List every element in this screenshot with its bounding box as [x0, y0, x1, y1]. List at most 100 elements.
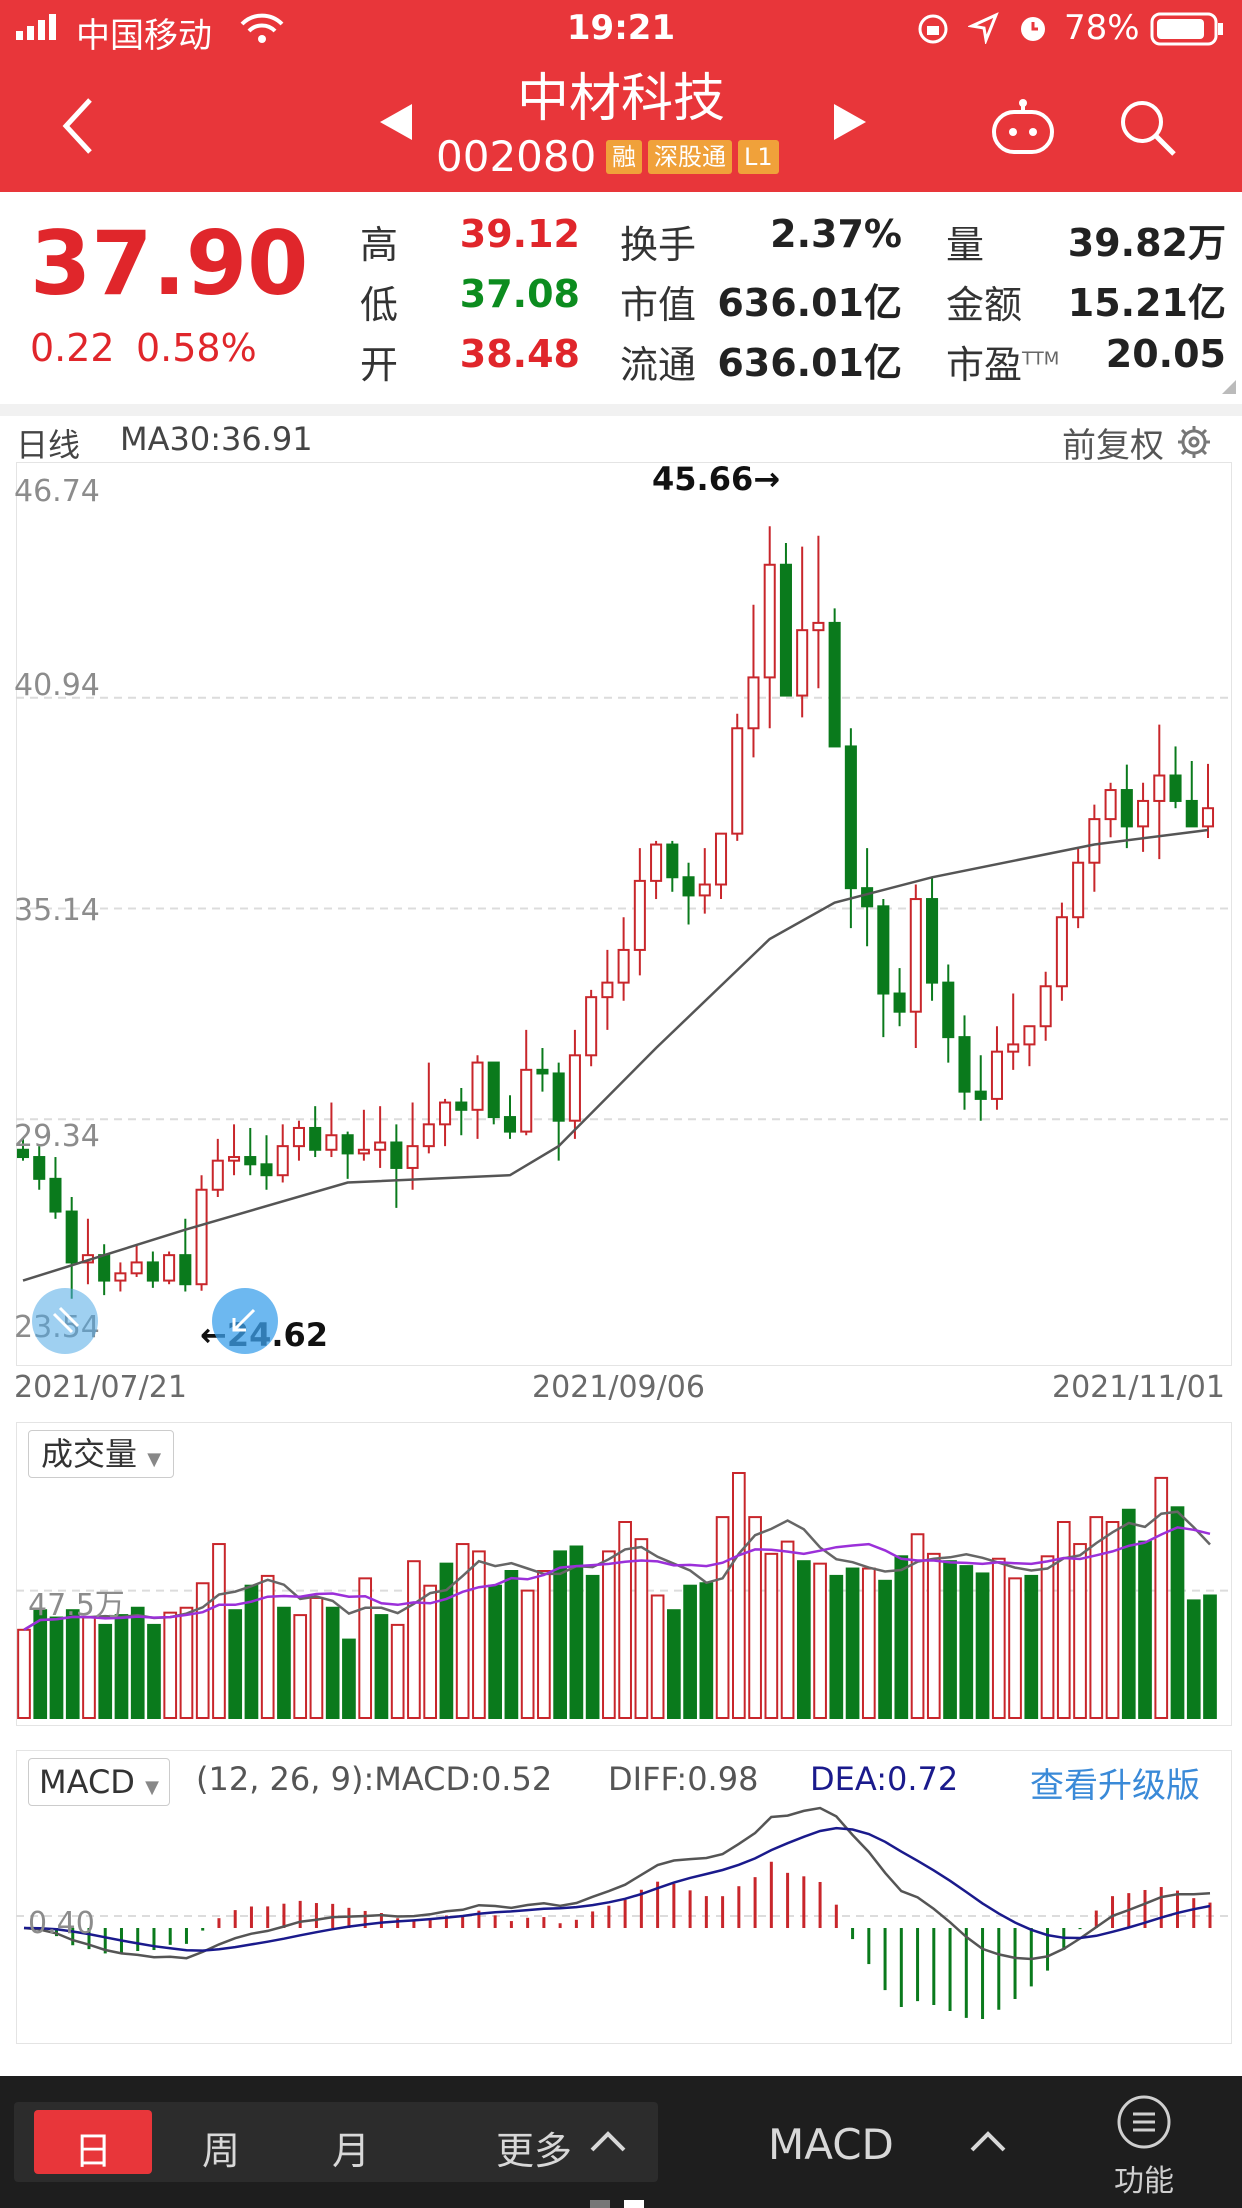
candle-body [601, 981, 614, 999]
candle [909, 884, 922, 1049]
mktcap-label: 市值 [620, 283, 697, 327]
candle-body [682, 876, 695, 897]
tab-month[interactable]: 月 [332, 2129, 371, 2173]
macd-ref-label: 0.40 [28, 1906, 95, 1941]
candle-body [260, 1163, 273, 1177]
candle-body [390, 1141, 403, 1169]
candle-body [1055, 916, 1068, 988]
candle [1201, 763, 1215, 839]
chevron-up-icon[interactable] [968, 2128, 1008, 2158]
last-price: 37.90 [30, 212, 309, 315]
settings-gear-icon[interactable] [1176, 424, 1212, 464]
candle [779, 542, 792, 697]
search-icon[interactable] [1118, 98, 1178, 162]
volume-bar [423, 1584, 438, 1719]
candle-body [763, 563, 776, 679]
macd-panel [16, 1750, 1232, 2044]
candle-body [796, 629, 809, 697]
candle [309, 1106, 322, 1158]
candle-body [1201, 807, 1215, 828]
function-label[interactable]: 功能 [1114, 2164, 1174, 2199]
volume-bar [845, 1567, 860, 1719]
candle [666, 840, 679, 892]
collapse-float-button[interactable] [32, 1288, 98, 1354]
top-header: 中国移动 19:21 78% 中材科技 00208 [0, 0, 1242, 192]
volume-bar [1089, 1516, 1104, 1719]
float-label: 流通 [620, 343, 697, 387]
macd-diff: DIFF:0.98 [608, 1760, 759, 1798]
float-value: 636.01亿 [717, 341, 902, 385]
tag-margin: 融 [606, 140, 642, 174]
volume-selector[interactable]: 成交量 ▼ [28, 1430, 175, 1478]
volume-bar [65, 1609, 80, 1719]
candle-body [877, 905, 890, 995]
candle [844, 728, 857, 929]
candle-body [1169, 774, 1182, 802]
location-icon [966, 12, 1000, 48]
volume-bar [732, 1472, 746, 1719]
volume-bar [975, 1572, 990, 1719]
stock-tags: 融深股通 L1 [606, 140, 785, 174]
max-price-marker: 45.66→ [652, 460, 781, 498]
prev-stock-icon[interactable] [376, 102, 416, 146]
volume-bar [244, 1584, 259, 1719]
volume-bar [780, 1540, 795, 1719]
candle-body [1185, 799, 1198, 828]
candle [1007, 993, 1020, 1070]
kline-panel[interactable] [16, 462, 1232, 1366]
pe-label-text: 市盈 [946, 343, 1023, 387]
volume-bar [407, 1560, 421, 1719]
expand-float-button[interactable] [212, 1288, 278, 1354]
candle-body [1023, 1025, 1036, 1046]
candle [244, 1127, 257, 1176]
more-button[interactable]: 更多 [496, 2129, 573, 2173]
y-tick-2: 40.94 [14, 668, 100, 703]
volume-bar [910, 1533, 925, 1719]
tab-week[interactable]: 周 [202, 2129, 241, 2173]
open-label: 开 [360, 343, 399, 387]
macd-chart[interactable] [16, 1750, 1230, 2042]
candlestick-chart[interactable] [16, 462, 1230, 1364]
volume-bar [683, 1584, 697, 1719]
back-icon[interactable] [58, 96, 98, 160]
volume-bar [1138, 1540, 1152, 1719]
adjust-label[interactable]: 前复权 [1062, 426, 1164, 466]
volume-bar [455, 1543, 470, 1719]
pe-ttm-sup: TTM [1022, 348, 1060, 370]
volume-bar [699, 1582, 714, 1719]
candle-body [650, 843, 663, 882]
quote-panel: 37.90 0.22 0.58% 高 39.12 低 37.08 开 38.48… [0, 192, 1242, 406]
volume-bar [1203, 1594, 1217, 1719]
candle-body [1088, 818, 1101, 864]
volume-bar [829, 1574, 844, 1719]
candle [747, 604, 760, 758]
candle-body [487, 1061, 500, 1119]
volume-bar [1024, 1574, 1039, 1719]
volume-bar [374, 1614, 389, 1720]
candle [357, 1109, 370, 1161]
candle-body [1007, 1043, 1020, 1053]
candle-body [893, 992, 906, 1013]
expand-corner-icon[interactable] [1222, 380, 1236, 394]
volume-bar [634, 1538, 649, 1720]
volume-bar [472, 1550, 486, 1719]
candle-body [568, 1054, 581, 1122]
volume-bar [667, 1609, 681, 1719]
upgrade-link[interactable]: 查看升级版 [1030, 1766, 1200, 1806]
ma30-label: MA30:36.91 [120, 420, 313, 458]
volume-chart[interactable] [16, 1422, 1230, 1724]
kline-period-label: 日线 [16, 426, 81, 464]
arrow-expand-icon [232, 1308, 256, 1332]
chevron-up-icon[interactable] [588, 2128, 628, 2158]
tab-day[interactable] [34, 2110, 152, 2174]
candle-body [357, 1148, 370, 1155]
candle-body [179, 1254, 192, 1286]
volume-bar [894, 1555, 909, 1719]
macd-selector[interactable]: MACD ▼ [28, 1758, 170, 1806]
menu-circle-icon[interactable] [1116, 2094, 1172, 2154]
robot-icon[interactable] [990, 98, 1056, 162]
volume-bar [277, 1606, 291, 1719]
candle-body [617, 948, 630, 984]
indicator-selector[interactable]: MACD [768, 2120, 894, 2169]
next-stock-icon[interactable] [830, 102, 870, 146]
